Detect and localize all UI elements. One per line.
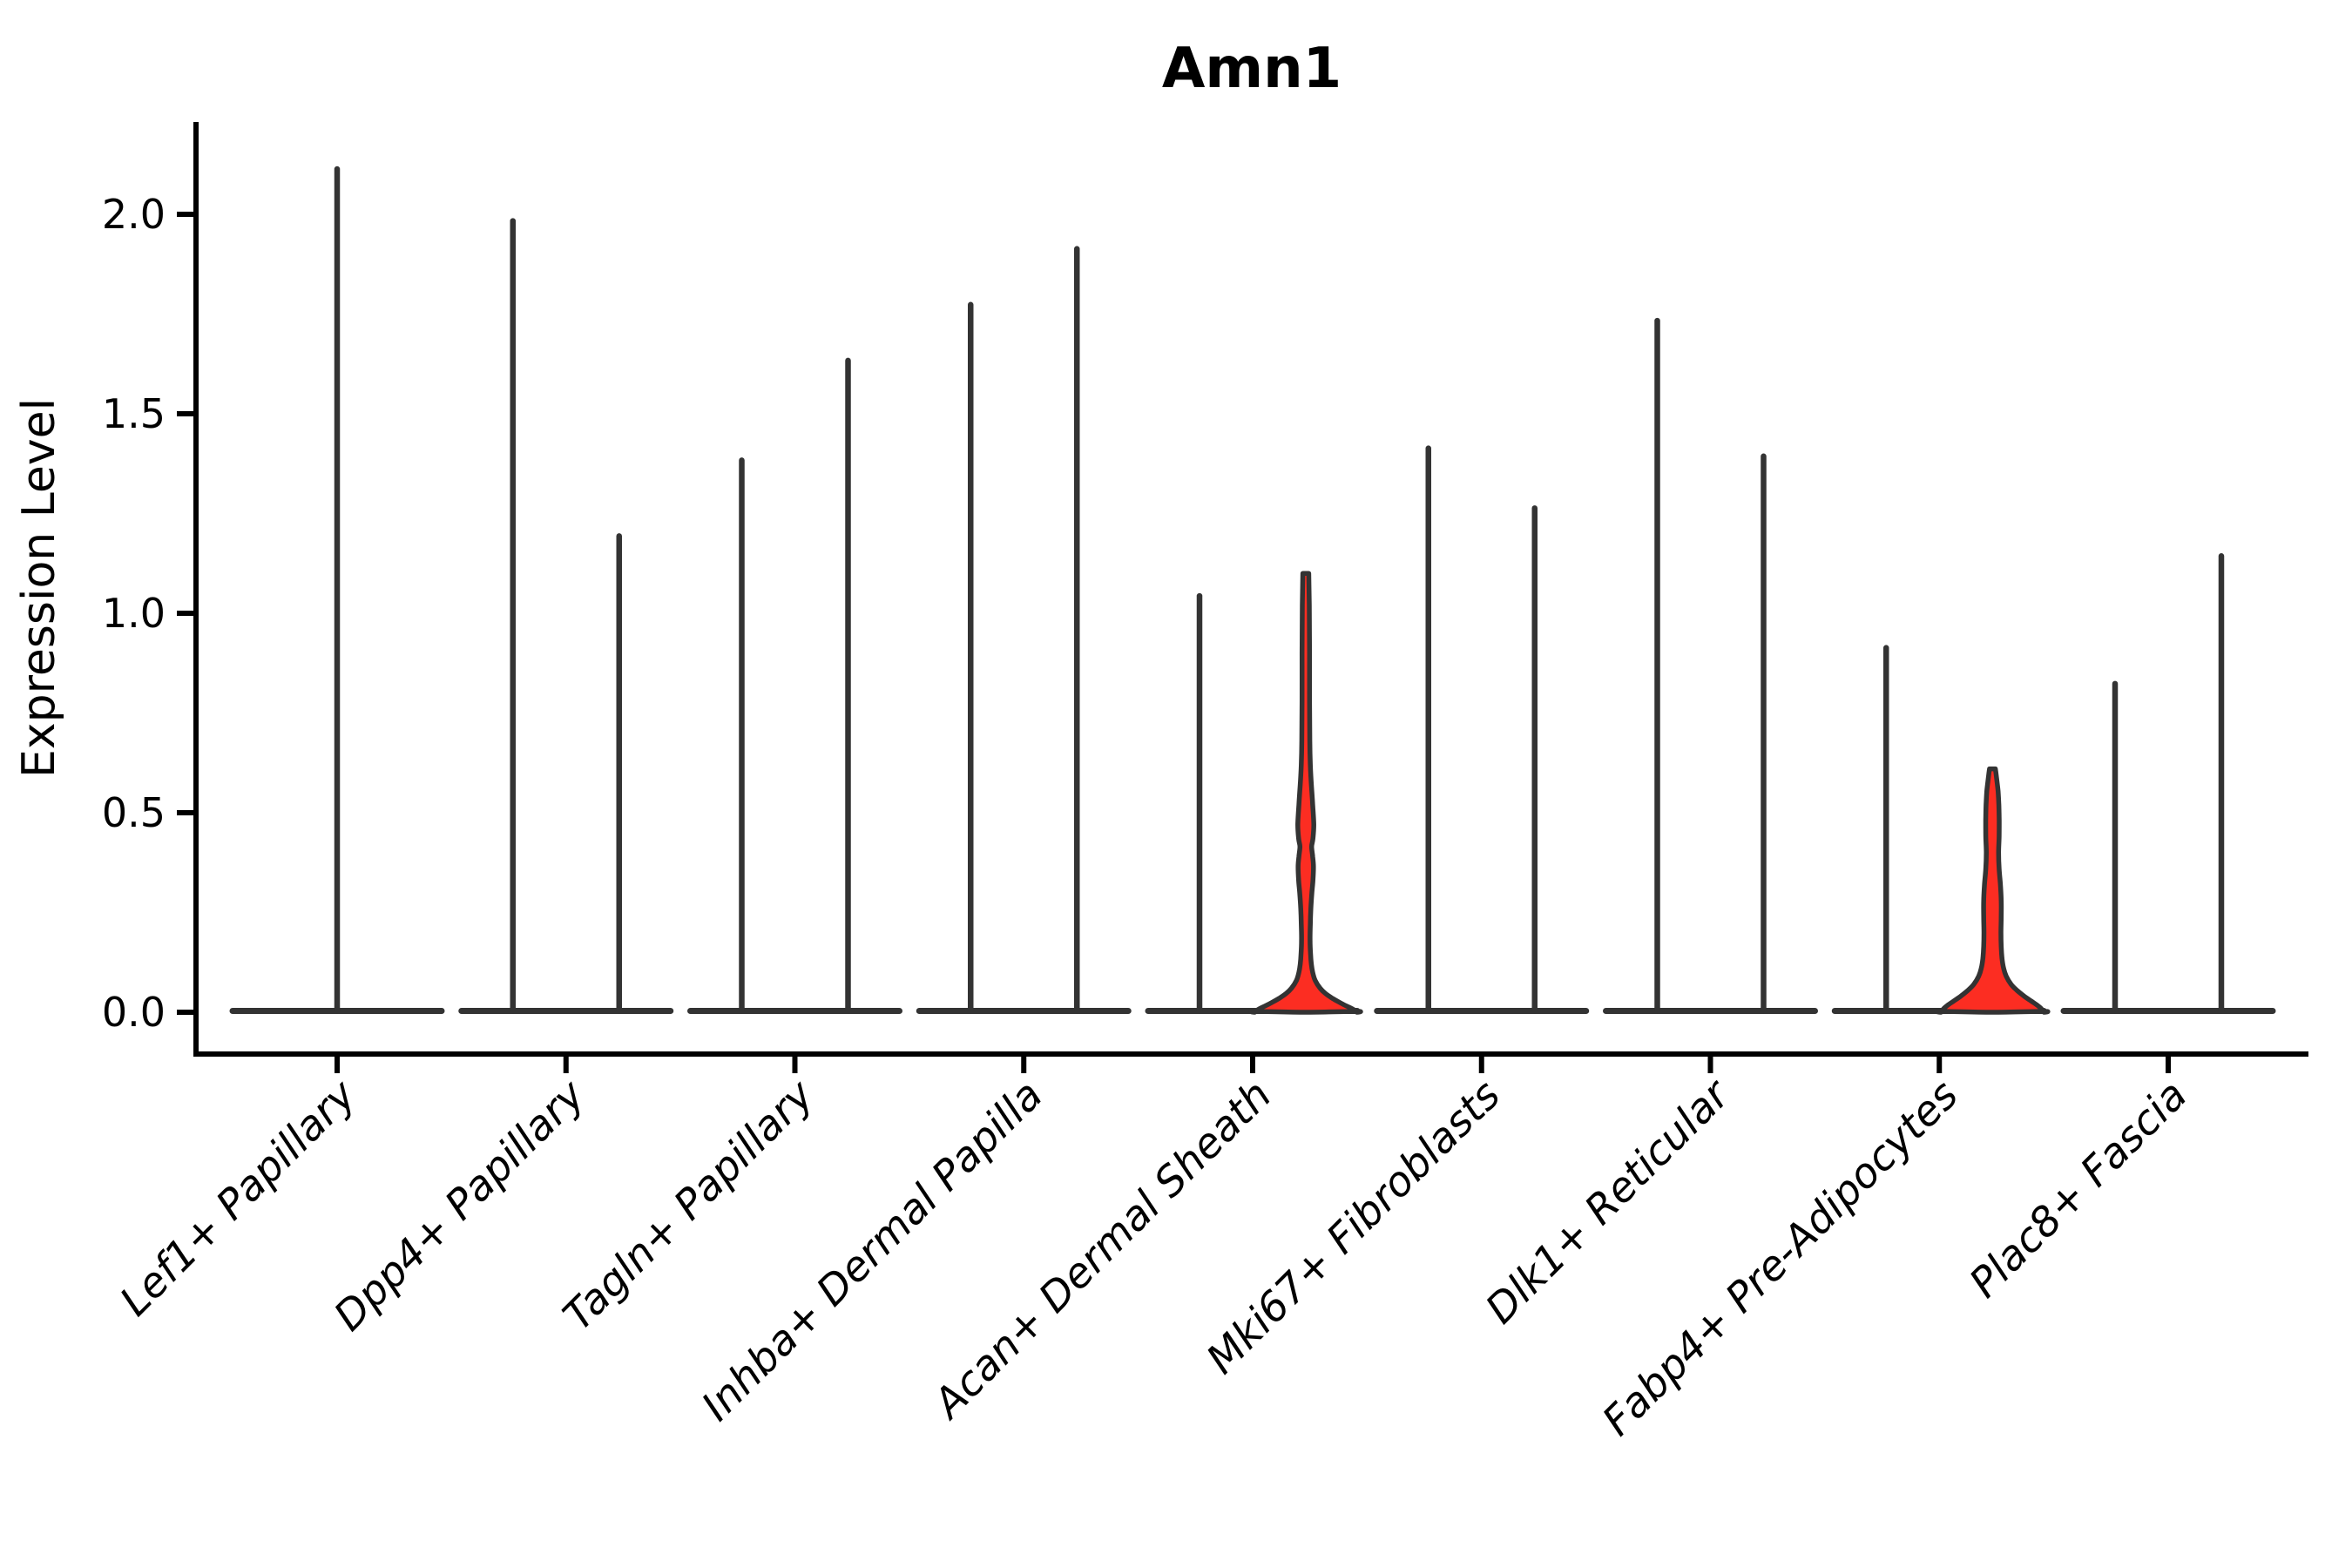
y-tick-label: 1.5 [102, 390, 166, 437]
x-tick-label: Lef1+ Papillary [111, 1071, 366, 1326]
violin-body-filled [1934, 766, 2051, 1015]
violin-body-filled [1248, 571, 1363, 1015]
y-tick-label: 1.0 [102, 590, 166, 637]
chart-title: Amn1 [1162, 37, 1342, 101]
y-tick-label: 0.0 [102, 989, 166, 1036]
x-tick-label: Dpp4+ Papillary [325, 1071, 595, 1341]
x-tick-label: Dlk1+ Reticular [1477, 1070, 1740, 1334]
y-axis-label: Expression Level [13, 398, 65, 778]
x-tick-label: Tagln+ Papillary [554, 1071, 824, 1341]
y-tick-label: 2.0 [102, 191, 166, 238]
y-tick-label: 0.5 [102, 789, 166, 836]
x-tick-label: Plac8+ Fascia [1960, 1071, 2196, 1308]
